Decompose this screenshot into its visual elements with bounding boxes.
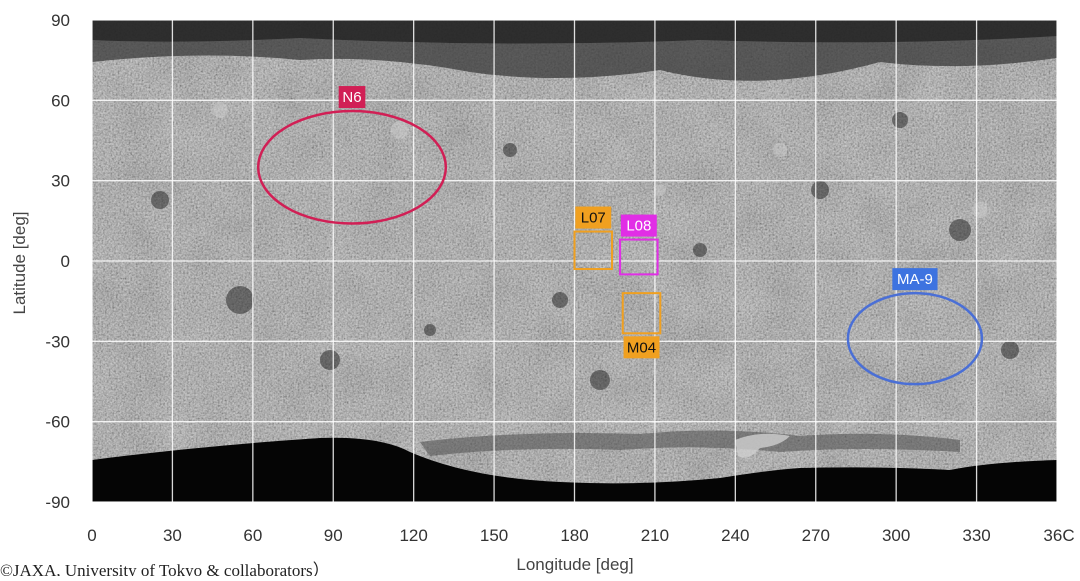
site-label-bg	[338, 86, 366, 109]
x-axis-label: Longitude [deg]	[516, 555, 633, 574]
site-label: L08	[626, 218, 651, 235]
x-tick-label: 150	[480, 526, 508, 545]
x-tick-label: 180	[560, 526, 588, 545]
x-tick-label: 300	[882, 526, 910, 545]
x-tick-label: 270	[802, 526, 830, 545]
site-outline	[621, 292, 662, 335]
x-tick-label: 60	[243, 526, 262, 545]
x-tick-label: 330	[962, 526, 990, 545]
x-tick-label: 90	[324, 526, 343, 545]
x-tick-label: 0	[87, 526, 96, 545]
x-tick-label: 120	[399, 526, 427, 545]
y-tick-label: -60	[45, 413, 70, 432]
site-ma-9[interactable]: MA-9	[846, 268, 984, 386]
site-label-bg	[575, 206, 612, 229]
site-outline	[573, 230, 614, 271]
y-tick-label: -90	[45, 493, 70, 512]
y-tick-label: -30	[45, 332, 70, 351]
site-m04[interactable]: M04	[621, 292, 662, 359]
site-label: N6	[342, 89, 361, 106]
site-label-bg	[620, 214, 657, 237]
y-axis-label: Latitude [deg]	[10, 211, 29, 314]
site-n6[interactable]: N6	[256, 86, 448, 225]
site-outline	[619, 238, 659, 276]
site-label: MA-9	[897, 271, 933, 288]
x-axis-ticks: 0 30 60 90 120 150 180 210 240 270 300 330 36C	[87, 526, 1074, 545]
site-label: L07	[581, 210, 606, 227]
site-label: M04	[627, 339, 656, 356]
y-tick-label: 0	[61, 252, 70, 271]
site-outline	[256, 109, 448, 225]
x-tick-label: 30	[163, 526, 182, 545]
site-label-bg	[892, 268, 938, 291]
site-l08[interactable]: L08	[619, 214, 659, 276]
site-l07[interactable]: L07	[573, 206, 614, 271]
x-tick-label: 240	[721, 526, 749, 545]
site-label-bg	[623, 336, 660, 359]
site-outline	[846, 291, 984, 386]
x-tick-label: 210	[641, 526, 669, 545]
y-tick-label: 90	[51, 11, 70, 30]
image-credit: ©JAXA, University of Tokyo & collaborato…	[0, 561, 330, 576]
x-tick-label: 36C	[1043, 526, 1074, 545]
y-tick-label: 60	[51, 91, 70, 110]
y-axis-ticks: 90 60 30 0 -30 -60 -90	[45, 11, 70, 512]
landing-site-candidates: N6 L07 L08 M04 MA-9	[256, 86, 984, 386]
y-tick-label: 30	[51, 172, 70, 191]
